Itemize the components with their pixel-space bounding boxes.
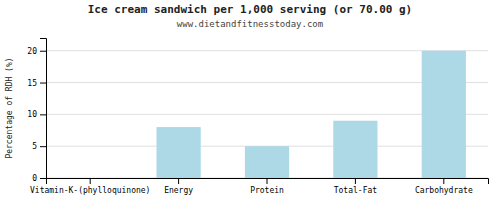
x-tick-label: Total-Fat: [334, 186, 378, 195]
x-tick-label: Protein: [250, 186, 284, 195]
bar: [422, 51, 466, 178]
x-tick: Total-Fat: [334, 178, 378, 195]
title: Ice cream sandwich per 1,000 serving (or…: [88, 3, 413, 16]
y-tick-label: 15: [27, 79, 37, 88]
bar: [245, 146, 289, 178]
x-tick-mark: [178, 178, 179, 184]
x-tick-label: Energy: [164, 186, 193, 195]
y-tick-mark: [40, 178, 46, 179]
y-axis-line: [40, 39, 47, 179]
x-tick-mark: [355, 178, 356, 184]
y-tick-mark: [40, 114, 46, 115]
bar: [157, 127, 201, 178]
y-tick: 0: [32, 174, 46, 183]
y-tick-mark: [40, 83, 46, 84]
y-tick: 20: [27, 47, 46, 56]
bar: [68, 178, 112, 179]
x-tick: Energy: [164, 178, 193, 195]
x-tick-label: Vitamin-K-(phylloquinone): [30, 186, 150, 195]
y-tick-mark: [40, 146, 46, 147]
x-axis: Vitamin-K-(phylloquinone) Energy Protein To…: [30, 178, 489, 195]
y-tick: 10: [27, 110, 46, 119]
x-tick-mark: [267, 178, 268, 184]
plot: Vitamin-K-(phylloquinone) Energy Protein To…: [27, 39, 488, 195]
y-tick: 15: [27, 79, 46, 88]
x-tick-mark: [90, 178, 91, 184]
x-tick: Carbohydrate: [415, 178, 473, 195]
y-tick-label: 20: [27, 47, 37, 56]
grid: [46, 51, 488, 178]
bar: [333, 121, 377, 178]
y-tick-label: 0: [32, 174, 37, 183]
x-axis-line: [47, 179, 489, 185]
bars: [157, 51, 466, 178]
subtitle: www.dietandfitnesstoday.com: [177, 19, 323, 29]
x-tick: Protein: [250, 178, 284, 195]
chart-container: Ice cream sandwich per 1,000 serving (or…: [0, 0, 500, 200]
x-tick-label: Carbohydrate: [415, 186, 473, 195]
x-tick: Vitamin-K-(phylloquinone): [30, 178, 150, 195]
y-axis: 0 5 10 15 20: [27, 39, 46, 184]
y-tick: 5: [32, 142, 46, 151]
y-tick-label: 5: [32, 142, 37, 151]
chart-svg: Ice cream sandwich per 1,000 serving (or…: [0, 0, 500, 200]
y-axis-title: Percentage of RDH (%): [5, 57, 14, 158]
y-tick-mark: [40, 51, 46, 52]
y-tick-label: 10: [27, 110, 37, 119]
x-tick-mark: [443, 178, 444, 184]
